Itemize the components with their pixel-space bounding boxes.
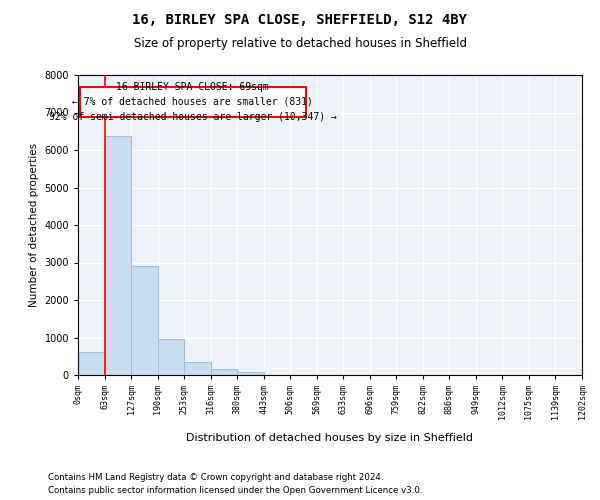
Text: Contains public sector information licensed under the Open Government Licence v3: Contains public sector information licen… bbox=[48, 486, 422, 495]
Text: 16, BIRLEY SPA CLOSE, SHEFFIELD, S12 4BY: 16, BIRLEY SPA CLOSE, SHEFFIELD, S12 4BY bbox=[133, 12, 467, 26]
X-axis label: Distribution of detached houses by size in Sheffield: Distribution of detached houses by size … bbox=[187, 433, 473, 443]
Bar bbox=[104, 136, 131, 375]
FancyBboxPatch shape bbox=[80, 86, 305, 118]
Text: 16 BIRLEY SPA CLOSE: 69sqm
← 7% of detached houses are smaller (831)
92% of semi: 16 BIRLEY SPA CLOSE: 69sqm ← 7% of detac… bbox=[49, 82, 337, 122]
Bar bbox=[78, 352, 104, 375]
Bar bbox=[237, 372, 263, 375]
Text: Contains HM Land Registry data © Crown copyright and database right 2024.: Contains HM Land Registry data © Crown c… bbox=[48, 474, 383, 482]
Text: Size of property relative to detached houses in Sheffield: Size of property relative to detached ho… bbox=[133, 38, 467, 51]
Bar bbox=[158, 338, 184, 375]
Bar bbox=[211, 369, 237, 375]
Bar bbox=[184, 362, 211, 375]
Bar bbox=[131, 266, 158, 375]
Y-axis label: Number of detached properties: Number of detached properties bbox=[29, 143, 39, 307]
